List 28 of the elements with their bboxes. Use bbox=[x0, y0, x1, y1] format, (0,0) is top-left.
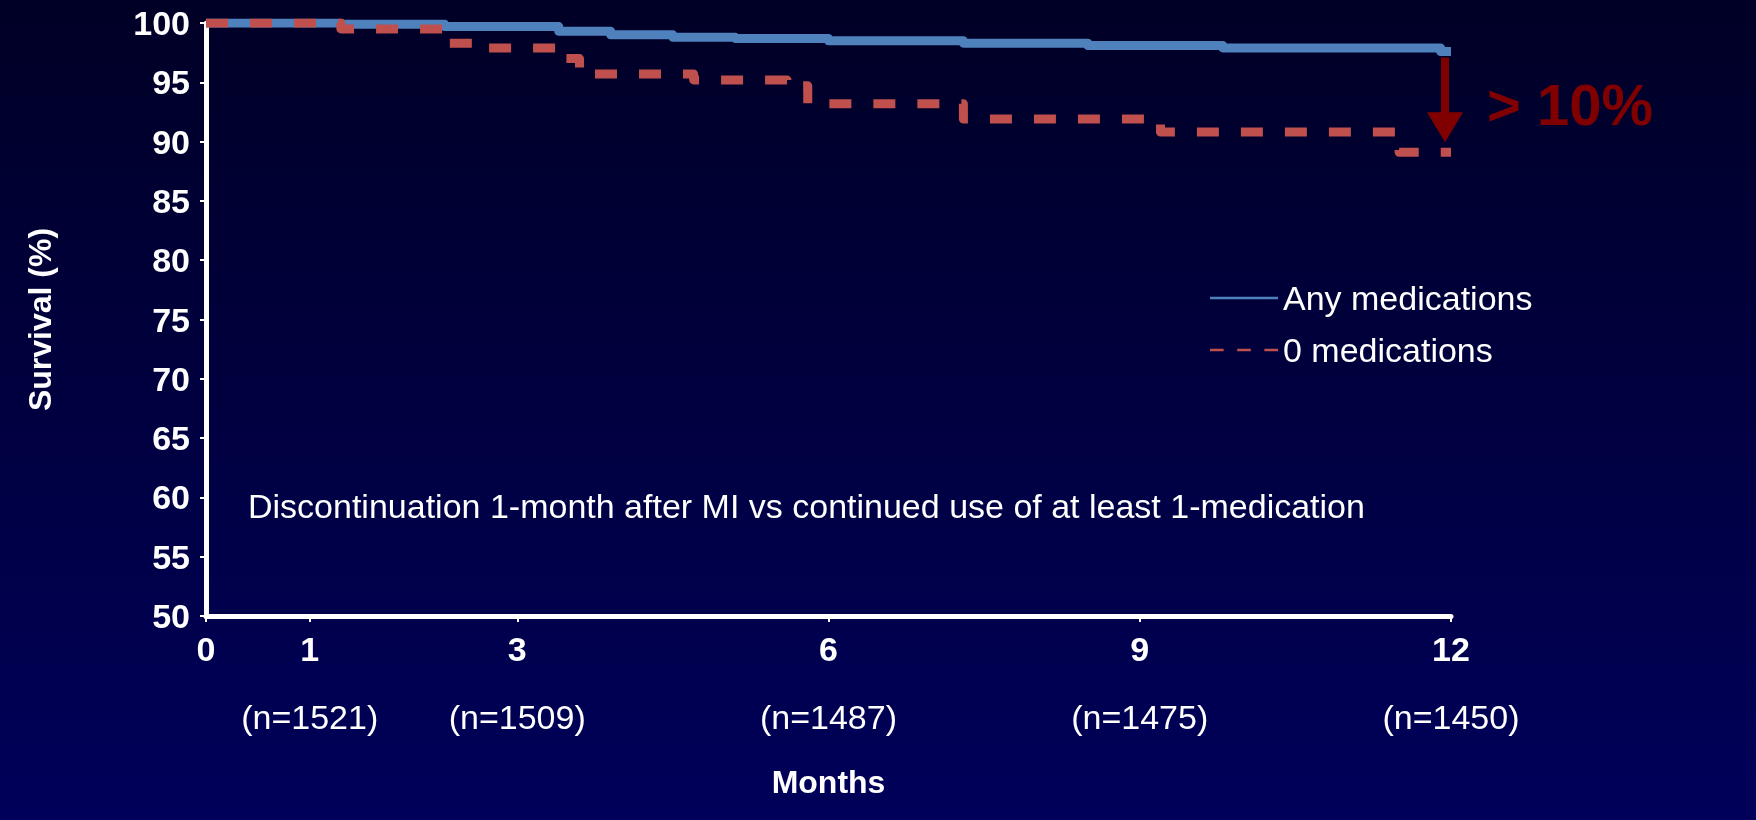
y-tick-label: 80 bbox=[152, 241, 190, 280]
legend-label: 0 medications bbox=[1283, 331, 1493, 369]
text: > 10% bbox=[1487, 72, 1654, 138]
y-tick-label: 100 bbox=[133, 4, 190, 42]
x-tick-label: 3 bbox=[507, 630, 527, 668]
x-tick-label: 0 bbox=[196, 630, 216, 668]
x-tick-label: 6 bbox=[819, 630, 838, 668]
text: (n=1487) bbox=[759, 697, 898, 736]
y-axis-title: Survival (%) bbox=[22, 227, 58, 412]
annotation: Discontinuation 1-month after MI vs continued use of at least 1-medication bbox=[248, 486, 1365, 525]
y-tick-label: 55 bbox=[152, 537, 190, 576]
x-tick-label: 9 bbox=[1130, 630, 1150, 668]
text: (n=1475) bbox=[1071, 697, 1209, 736]
y-tick-label: 95 bbox=[152, 63, 190, 102]
x-tick-label: 12 bbox=[1432, 630, 1470, 668]
x-tick-label: 1 bbox=[300, 630, 320, 668]
text: (n=1509) bbox=[448, 697, 586, 736]
text: (n=1521) bbox=[241, 697, 379, 736]
y-tick-label: 50 bbox=[152, 597, 190, 635]
text: (n=1450) bbox=[1382, 697, 1520, 736]
y-tick-label: 90 bbox=[152, 122, 190, 161]
y-tick-label: 65 bbox=[152, 419, 190, 458]
y-tick-label: 85 bbox=[152, 181, 190, 220]
y-tick-label: 70 bbox=[152, 359, 190, 398]
legend-label: Any medications bbox=[1283, 279, 1533, 317]
y-tick-label: 75 bbox=[152, 300, 190, 339]
x-axis-title: Months bbox=[771, 764, 886, 800]
y-tick-label: 60 bbox=[152, 478, 190, 517]
